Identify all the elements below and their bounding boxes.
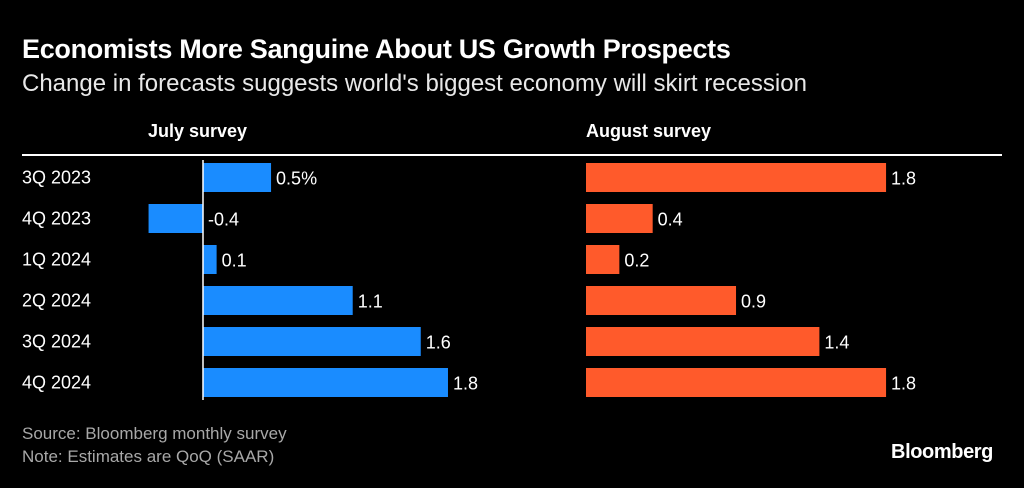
estimate-note: Note: Estimates are QoQ (SAAR) (22, 447, 275, 466)
july-value-label: 1.8 (453, 374, 478, 394)
category-label: 2Q 2024 (22, 291, 91, 311)
august-value-label: 1.8 (891, 374, 916, 394)
category-label: 3Q 2024 (22, 332, 91, 352)
chart-rows: 3Q 2023 4Q 2023 1Q 2024 2Q 2024 3Q 2024 4Q 20… (22, 160, 916, 400)
source-note: Source: Bloomberg monthly survey (22, 424, 287, 443)
august-bar (586, 368, 887, 397)
july-value-label: -0.4 (208, 210, 239, 230)
category-label: 3Q 2023 (22, 168, 91, 188)
category-label: 4Q 2024 (22, 373, 91, 393)
category-label: 4Q 2023 (22, 209, 91, 229)
august-bar (586, 204, 653, 233)
august-value-label: 0.4 (658, 210, 683, 230)
july-value-label: 1.6 (426, 333, 451, 353)
july-value-label: 0.1 (222, 251, 247, 271)
july-bar (203, 286, 353, 315)
july-bar (203, 368, 448, 397)
july-bar (148, 204, 203, 233)
chart-subtitle: Change in forecasts suggests world's big… (22, 70, 807, 97)
august-value-label: 1.8 (891, 169, 916, 189)
category-label: 1Q 2024 (22, 250, 91, 270)
july-bar (203, 327, 421, 356)
august-value-label: 1.4 (824, 333, 849, 353)
chart-title: Economists More Sanguine About US Growth… (22, 34, 731, 64)
august-bar (586, 245, 620, 274)
july-value-label: 1.1 (358, 292, 383, 312)
july-bar (203, 245, 217, 274)
august-bar (586, 286, 737, 315)
august-bar (586, 163, 887, 192)
august-value-label: 0.2 (624, 251, 649, 271)
august-panel-title: August survey (586, 121, 712, 141)
july-value-label: 0.5% (276, 169, 317, 189)
august-bar (586, 327, 820, 356)
july-bar (203, 163, 272, 192)
bloomberg-logo: Bloomberg (891, 441, 993, 463)
august-value-label: 0.9 (741, 292, 766, 312)
july-panel-title: July survey (148, 121, 248, 141)
